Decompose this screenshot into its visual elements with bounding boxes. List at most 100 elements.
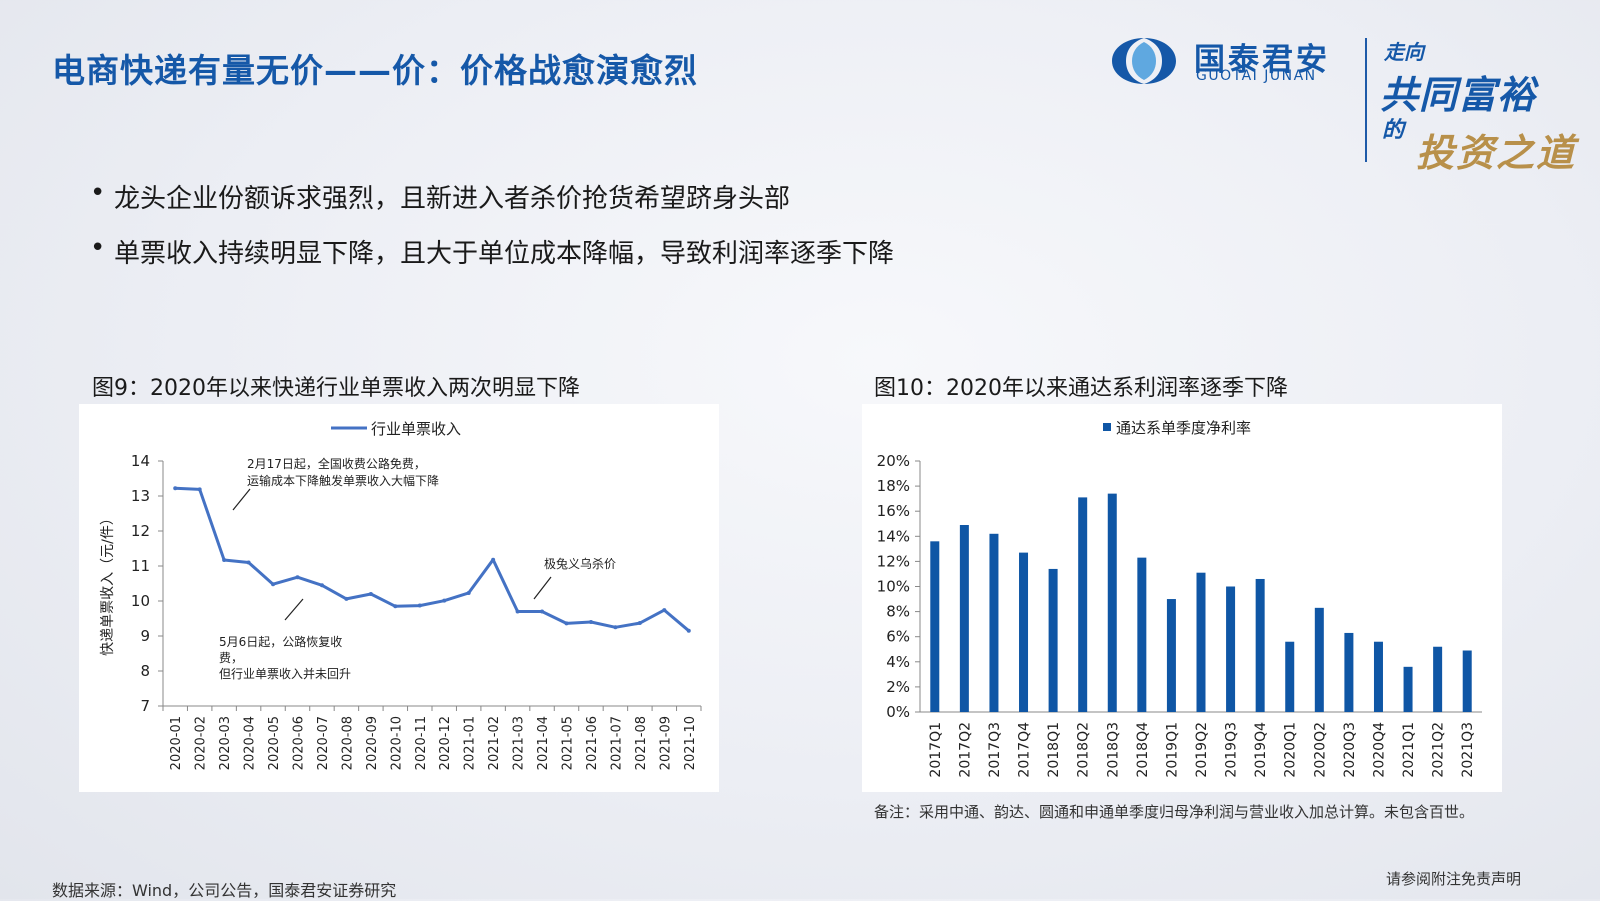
y-tick-label: 10 [131, 592, 150, 610]
y-tick-label: 11 [131, 557, 150, 575]
logo-english-name: GUOTAI JUNAN [1196, 68, 1317, 84]
x-tick-label: 2021-06 [585, 716, 600, 770]
x-tick-label: 2020Q3 [1342, 722, 1358, 778]
line-point [173, 486, 178, 491]
y-tick-label: 20% [877, 452, 910, 470]
slogan-part-3: 的 [1382, 117, 1405, 143]
y-tick-label: 16% [877, 502, 910, 520]
bar [1373, 641, 1383, 712]
bar [1166, 599, 1176, 712]
y-tick-label: 8 [140, 662, 150, 680]
line-point [588, 620, 593, 624]
annotation-text: 5月6日起，公路恢复收 [219, 634, 342, 649]
bar [1137, 557, 1147, 712]
y-tick-label: 10% [877, 578, 910, 596]
x-tick-label: 2020-08 [340, 716, 355, 770]
legend-label: 行业单票收入 [371, 420, 461, 438]
y-tick-label: 0% [886, 703, 910, 721]
figure10-caption: 图10：2020年以来通达系利润率逐季下降 [874, 376, 1288, 401]
series-line [175, 486, 690, 632]
y-tick-label: 8% [886, 603, 910, 621]
line-point [491, 557, 496, 562]
x-tick-label: 2020-06 [292, 716, 307, 770]
bar [1078, 497, 1088, 712]
x-tick-label: 2020-05 [267, 716, 282, 770]
x-tick-label: 2020-12 [438, 716, 453, 770]
bar-chart: 通达系单季度净利率 0% 2% 4% 6% 8% 10% 12% 14% 16% 18% 20% 201… [877, 419, 1482, 778]
data-source: 数据来源：Wind，公司公告，国泰君安证券研究 [52, 881, 397, 900]
line-legend: 行业单票收入 [331, 420, 461, 438]
legend-swatch [1103, 423, 1111, 431]
annotation-text: 2月17日起，全国收费公路免费， [247, 456, 426, 471]
disclaimer-link[interactable]: 请参阅附注免责声明 [1386, 870, 1522, 888]
x-tick-label: 2019Q1 [1164, 722, 1180, 778]
bar [1285, 641, 1295, 712]
line-point [613, 625, 618, 630]
x-tick-label: 2021-10 [683, 716, 698, 770]
annotation-text: 但行业单票收入并未回升 [219, 667, 351, 681]
line-point [368, 592, 373, 596]
x-tick-label: 2019Q4 [1253, 722, 1269, 778]
x-tick-label: 2020-04 [243, 716, 258, 770]
bullet-item: 单票收入持续明显下降，且大于单位成本降幅，导致利润率逐季下降 [90, 233, 894, 270]
x-tick-label: 2021-02 [487, 716, 502, 770]
bar [1048, 568, 1058, 712]
x-tick-label: 2021-03 [512, 716, 527, 770]
annotation-leader [232, 488, 251, 511]
line-point [295, 575, 300, 580]
line-point [271, 582, 276, 587]
x-tick-label: 2020-01 [169, 716, 184, 770]
slogan-part-2: 共同富裕 [1380, 72, 1537, 117]
x-tick-label: 2020Q1 [1283, 722, 1299, 778]
annotation-leader [284, 598, 304, 621]
line-chart: 行业单票收入 7 8 9 10 11 12 13 14 快递单票收入（元/件） 2020-01 202… [100, 420, 702, 770]
x-tick-label: 2018Q3 [1105, 722, 1121, 778]
line-point [417, 603, 422, 608]
chart-note: 备注：采用中通、韵达、圆通和申通单季度归母净利润与营业收入加总计算。未包含百世。 [874, 803, 1475, 821]
line-point [246, 560, 251, 565]
x-tick-label: 2020Q4 [1371, 722, 1387, 778]
bar [959, 525, 969, 712]
x-tick-label: 2019Q2 [1194, 722, 1210, 778]
slogan: 走向 共同富裕 的 投资之道 [1376, 34, 1576, 175]
line-point [540, 609, 545, 614]
annotation-text: 极兔义乌杀价 [544, 556, 616, 571]
slogan-part-1: 走向 [1384, 40, 1424, 64]
y-tick-label: 2% [886, 678, 910, 696]
x-tick-label: 2020-10 [389, 716, 404, 770]
x-tick-label: 2017Q4 [1017, 722, 1033, 778]
page-title: 电商快递有量无价——价：价格战愈演愈烈 [52, 51, 698, 90]
line-point [515, 609, 520, 614]
x-tick-label: 2020-03 [218, 716, 233, 770]
x-tick-label: 2020-07 [316, 716, 331, 770]
line-point [344, 596, 349, 601]
annotation-text: 费， [219, 651, 243, 665]
bar [1314, 607, 1324, 712]
x-tick-label: 2018Q1 [1046, 722, 1062, 778]
x-tick-label: 2017Q3 [987, 722, 1003, 778]
y-axis-label: 快递单票收入（元/件） [100, 511, 116, 656]
annotation-text: 运输成本下降触发单票收入大幅下降 [247, 473, 439, 488]
x-tick-label: 2020-11 [414, 716, 429, 770]
bullet-item: 龙头企业份额诉求强烈，且新进入者杀价抢货希望跻身头部 [90, 178, 894, 215]
x-tick-label: 2021-09 [658, 716, 673, 770]
x-tick-label: 2017Q1 [928, 722, 944, 778]
legend-label: 通达系单季度净利率 [1116, 419, 1251, 437]
x-tick-label: 2020-09 [365, 716, 380, 770]
x-tick-label: 2021-04 [536, 716, 551, 770]
line-point [393, 604, 398, 609]
x-tick-label: 2021Q3 [1460, 722, 1476, 778]
guotai-junan-logo-icon [1112, 38, 1176, 84]
line-point [442, 598, 447, 603]
x-tick-label: 2021Q1 [1401, 722, 1417, 778]
y-tick-label: 14 [131, 452, 150, 470]
line-point [637, 621, 642, 626]
y-tick-label: 12 [131, 522, 150, 540]
bar [1226, 586, 1236, 712]
x-tick-label: 2020-02 [194, 716, 209, 770]
y-tick-label: 18% [877, 477, 910, 495]
x-tick-label: 2021Q2 [1431, 722, 1447, 778]
y-tick-label: 4% [886, 653, 910, 671]
x-tick-label: 2021-01 [463, 716, 478, 770]
annotation-leader [533, 576, 552, 600]
